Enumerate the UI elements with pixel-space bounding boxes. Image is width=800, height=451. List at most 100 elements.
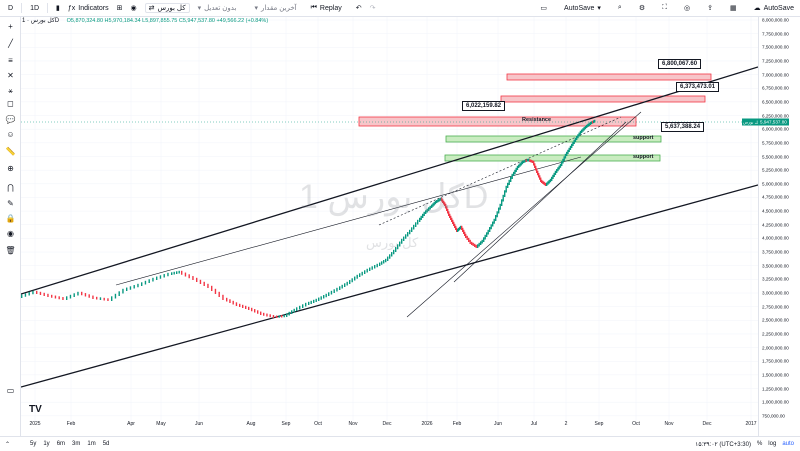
autosave-cloud-button[interactable]: ☁ AutoSave — [753, 4, 794, 13]
eye-icon[interactable]: ◉ — [7, 229, 14, 238]
chart-pane[interactable]: TV کل بورس 1D کل بورس Resistance support… — [20, 17, 759, 437]
interval-button[interactable]: 1D — [30, 4, 40, 12]
candle — [480, 241, 482, 245]
price-callout[interactable]: 6,373,473.01 — [676, 82, 720, 92]
price-callout[interactable]: 6,800,067.60 — [658, 59, 702, 69]
candle — [449, 213, 451, 218]
crosshair-icon[interactable]: + — [8, 22, 13, 31]
prediction-icon[interactable]: ⚹ — [8, 86, 13, 95]
trend-line-icon[interactable]: ╱ — [8, 39, 13, 48]
candle — [293, 308, 295, 313]
candle — [385, 258, 387, 263]
channel-top-line[interactable] — [20, 66, 759, 295]
candle — [429, 205, 431, 210]
legend[interactable]: کل بورس · 1D O5,870,324.80 H5,970,184.34… — [22, 17, 268, 24]
lock-icon[interactable]: 🔒 — [5, 214, 16, 223]
candle — [417, 219, 419, 225]
range-button-6m[interactable]: 6m — [56, 441, 66, 447]
price-series — [21, 119, 596, 318]
candle — [514, 169, 516, 174]
steep-trend-line[interactable] — [406, 111, 642, 318]
resistance-zone[interactable] — [358, 116, 637, 127]
text-icon[interactable]: 💬 — [5, 115, 16, 124]
range-button-3m[interactable]: 3m — [72, 441, 81, 447]
candle — [211, 285, 213, 291]
templates-icon[interactable]: ⊞ — [116, 5, 123, 12]
emoji-icon[interactable]: ☺ — [6, 130, 15, 139]
redo-icon[interactable]: ↷ — [369, 5, 376, 12]
candle — [122, 288, 124, 294]
candle-type-icon[interactable]: ▮ — [56, 5, 60, 12]
price-callout[interactable]: 6,022,159.82 — [462, 101, 506, 111]
fib-icon[interactable]: ≡ — [8, 56, 13, 65]
candle — [403, 236, 405, 241]
price-axis[interactable]: 8,000,000.00 7,750,000.00 7,500,000.00 7,25… — [758, 17, 800, 437]
zoom-in-icon[interactable]: ⊕ — [7, 164, 14, 173]
magnet-icon[interactable]: ⋂ — [7, 183, 14, 192]
publish-icon[interactable]: ▦ — [730, 5, 737, 12]
candle — [66, 296, 68, 300]
last-value-dropdown[interactable]: ▾ آخرین مقدار — [254, 5, 297, 12]
candle — [167, 272, 169, 277]
range-button-5y[interactable]: 5y — [30, 441, 37, 447]
drawing-toolbar: + ╱ ≡ ✕ ⚹ ◻ 💬 ☺ 📏 ⊕ ⋂ ✎ 🔒 ◉ 🗑 ▭ — [0, 17, 21, 437]
candle — [568, 147, 570, 152]
compare-icon: ⇄ — [148, 5, 155, 12]
target-zone-middle[interactable] — [500, 95, 706, 103]
support-zone-upper[interactable] — [445, 135, 662, 143]
candle — [549, 178, 552, 183]
candle — [181, 270, 183, 275]
range-button-5d[interactable]: 5d — [102, 441, 110, 447]
clock-label[interactable]: ۱۵:۳۹:۰۲ (UTC+3:30) — [695, 441, 751, 448]
pattern-icon[interactable]: ✕ — [7, 71, 14, 80]
fullscreen-icon[interactable]: ⛶ — [662, 4, 668, 11]
candle — [508, 179, 510, 185]
candle — [543, 181, 545, 185]
candle — [333, 289, 335, 293]
price-tick-label: 4,500,000.00 — [762, 208, 789, 214]
candle — [562, 158, 564, 164]
candle — [126, 287, 128, 291]
support-zone-lower[interactable] — [444, 154, 661, 162]
candle — [320, 296, 322, 300]
range-button-1m[interactable]: 1m — [87, 441, 96, 447]
indicators-button[interactable]: ƒx Indicators — [67, 4, 109, 12]
time-axis[interactable]: 2025 Feb Apr May Jun Aug Sep Oct Nov Dec 2026 Feb Ju… — [21, 421, 758, 433]
settings-icon[interactable]: ⚙ — [638, 5, 646, 12]
log-toggle[interactable]: log — [768, 440, 777, 447]
layout-icon[interactable]: ▭ — [540, 5, 548, 12]
candle — [399, 241, 401, 247]
alert-icon[interactable]: ◉ — [130, 5, 137, 12]
price-callout[interactable]: 5,637,388.24 — [661, 122, 705, 132]
price-tick-label: 4,250,000.00 — [762, 222, 789, 228]
replay-button[interactable]: ⏮ Replay — [310, 4, 342, 12]
range-button-1y[interactable]: 1y — [43, 441, 50, 447]
shape-icon[interactable]: ◻ — [7, 99, 14, 108]
undo-icon[interactable]: ↶ — [355, 5, 362, 12]
candle — [528, 158, 530, 162]
collapse-icon[interactable]: ⌃ — [5, 441, 11, 448]
ruler-icon[interactable]: 📏 — [5, 147, 16, 156]
price-tick-label: 1,750,000.00 — [762, 358, 789, 364]
lock-draw-icon[interactable]: ✎ — [7, 199, 14, 208]
chart-canvas[interactable]: TV — [20, 17, 759, 437]
symbol-search-button[interactable]: D — [8, 4, 14, 12]
auto-toggle[interactable]: auto — [782, 440, 794, 447]
candle — [534, 163, 536, 168]
trash-icon[interactable]: 🗑 — [5, 246, 16, 255]
adjust-dropdown[interactable]: ▾ بدون تعدیل — [197, 5, 237, 12]
steep-trend-line-2[interactable] — [453, 121, 627, 283]
object-tree-icon[interactable]: ▭ — [6, 386, 15, 395]
candle — [229, 299, 231, 303]
autosave-button[interactable]: AutoSave ▾ — [564, 4, 601, 13]
share-icon[interactable]: ⇪ — [707, 5, 714, 12]
channel-bottom-line[interactable] — [20, 184, 759, 388]
snapshot-icon[interactable]: ◎ — [684, 5, 691, 12]
inner-trend-line[interactable] — [115, 156, 582, 286]
target-zone-upper[interactable] — [506, 73, 712, 81]
search-icon[interactable]: ⌕ — [617, 4, 622, 11]
dashed-trend-line[interactable] — [378, 116, 622, 226]
candle — [341, 284, 343, 289]
percent-toggle[interactable]: % — [756, 440, 763, 447]
symbol-tab[interactable]: ⇄ کل بورس — [144, 3, 190, 13]
